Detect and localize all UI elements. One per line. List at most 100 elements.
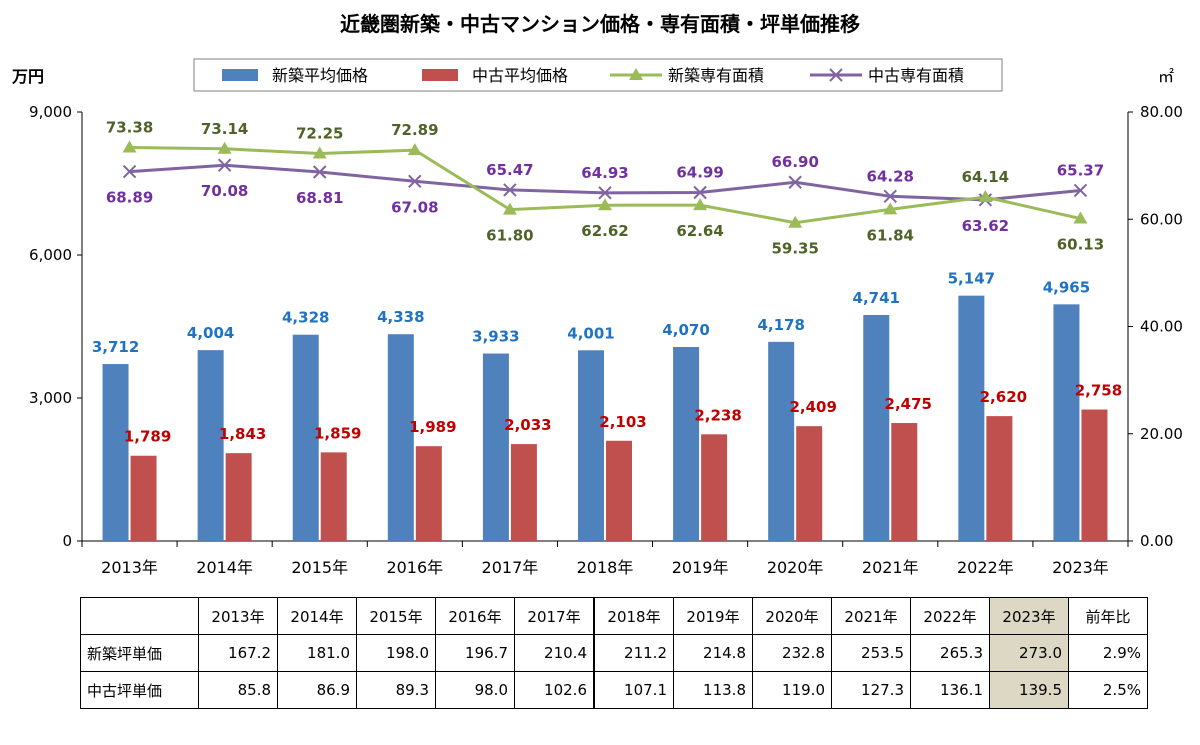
table-yoy-header: 前年比 bbox=[1068, 597, 1148, 635]
table-year-cell: 2015年 bbox=[356, 597, 436, 635]
table-cell: 127.3 bbox=[831, 671, 911, 709]
table-cell: 253.5 bbox=[831, 634, 911, 672]
marker-used-area bbox=[598, 186, 612, 200]
marker-new-area bbox=[407, 143, 422, 156]
table-row-label: 新築坪単価 bbox=[80, 634, 199, 672]
line-new-area-label: 60.13 bbox=[1057, 236, 1104, 254]
table-cell: 107.1 bbox=[593, 671, 674, 709]
bar-new-price bbox=[292, 334, 319, 541]
right-axis-tick-label: 20.00 bbox=[1140, 425, 1183, 443]
x-axis-category-label: 2019年 bbox=[672, 558, 729, 577]
bar-used-price bbox=[891, 423, 918, 541]
x-axis-category-label: 2020年 bbox=[767, 558, 824, 577]
table-year-cell: 2020年 bbox=[752, 597, 832, 635]
marker-used-area bbox=[122, 164, 137, 179]
x-axis-category-label: 2016年 bbox=[386, 558, 443, 577]
table-cell-current: 139.5 bbox=[989, 671, 1069, 709]
table-cell: 102.6 bbox=[514, 671, 595, 709]
legend-swatch-bar bbox=[422, 69, 458, 81]
line-used-area-label: 64.99 bbox=[676, 163, 723, 181]
bar-new-price-label: 3,933 bbox=[472, 328, 519, 346]
table-year-cell: 2019年 bbox=[673, 597, 753, 635]
line-used-area-label: 68.89 bbox=[106, 189, 153, 207]
table-year-cell: 2013年 bbox=[198, 597, 278, 635]
bar-new-price bbox=[482, 353, 509, 541]
bar-used-price bbox=[510, 444, 537, 541]
bar-used-price bbox=[320, 452, 347, 541]
marker-used-area bbox=[788, 175, 802, 189]
bar-used-price bbox=[701, 434, 728, 541]
left-axis-tick-label: 0 bbox=[62, 532, 72, 550]
table-cell: 98.0 bbox=[435, 671, 515, 709]
bar-used-price-label: 1,843 bbox=[219, 425, 266, 443]
marker-new-area bbox=[217, 141, 232, 154]
bar-new-price-label: 4,741 bbox=[853, 289, 900, 307]
x-axis-category-label: 2022年 bbox=[957, 558, 1014, 577]
table-yoy-cell: 2.9% bbox=[1068, 634, 1148, 672]
bar-used-price-label: 2,238 bbox=[694, 406, 741, 424]
table-corner-cell bbox=[80, 597, 199, 635]
bar-used-price bbox=[796, 426, 823, 541]
marker-new-area bbox=[788, 215, 803, 228]
table-cell: 136.1 bbox=[910, 671, 990, 709]
line-used-area-label: 68.81 bbox=[296, 189, 343, 207]
line-new-area-label: 64.14 bbox=[962, 168, 1009, 186]
bar-new-price bbox=[1053, 304, 1080, 541]
bar-new-price-label: 4,178 bbox=[757, 316, 804, 334]
bar-used-price-label: 2,475 bbox=[885, 395, 932, 413]
marker-used-area bbox=[313, 165, 327, 179]
table-year-cell: 2016年 bbox=[435, 597, 515, 635]
bar-used-price bbox=[986, 416, 1013, 541]
x-axis-category-label: 2014年 bbox=[196, 558, 253, 577]
bar-used-price-label: 2,409 bbox=[789, 398, 836, 416]
bar-new-price-label: 5,147 bbox=[948, 270, 995, 288]
table-cell: 211.2 bbox=[593, 634, 674, 672]
bar-used-price bbox=[225, 453, 252, 541]
bar-new-price bbox=[768, 341, 795, 541]
x-axis-category-label: 2015年 bbox=[291, 558, 348, 577]
line-new-area-label: 59.35 bbox=[771, 240, 818, 258]
bar-used-price bbox=[415, 446, 442, 541]
table-header-row: 2013年 2014年 2015年 2016年 2017年 2018年 2019… bbox=[80, 597, 1148, 635]
table-cell: 214.8 bbox=[673, 634, 753, 672]
bar-new-price-label: 4,965 bbox=[1043, 278, 1090, 296]
right-axis-tick-label: 40.00 bbox=[1140, 318, 1183, 336]
left-axis-unit-label: 万円 bbox=[11, 67, 44, 86]
bar-new-price bbox=[102, 364, 129, 541]
line-new-area-label: 72.89 bbox=[391, 121, 438, 139]
table-cell: 196.7 bbox=[435, 634, 515, 672]
marker-used-area bbox=[217, 158, 232, 172]
line-new-area-label: 61.84 bbox=[867, 226, 914, 244]
line-used-area-label: 64.93 bbox=[581, 164, 628, 182]
table-year-cell: 2017年 bbox=[514, 597, 595, 635]
bar-new-price-label: 4,338 bbox=[377, 308, 424, 326]
legend-swatch-bar bbox=[222, 69, 258, 81]
marker-new-area bbox=[122, 140, 137, 153]
legend-label: 新築専有面積 bbox=[668, 66, 764, 85]
bar-used-price-label: 2,758 bbox=[1075, 382, 1122, 400]
table-row-new: 新築坪単価 167.2 181.0 198.0 196.7 210.4 211.… bbox=[80, 634, 1148, 672]
legend-label: 新築平均価格 bbox=[272, 66, 368, 85]
line-used-area-label: 65.37 bbox=[1057, 161, 1104, 179]
table-cell-current: 273.0 bbox=[989, 634, 1069, 672]
chart-title: 近畿圏新築・中古マンション価格・専有面積・坪単価推移 bbox=[340, 12, 860, 36]
chart: 0 3,000 6,000 9,000 0.00 20.00 40.00 60.00 80.00… bbox=[11, 58, 1183, 577]
marker-used-area bbox=[503, 183, 517, 197]
line-used-area-label: 65.47 bbox=[486, 161, 533, 179]
line-used-area-label: 67.08 bbox=[391, 198, 438, 216]
bar-new-price bbox=[578, 350, 604, 541]
x-axis-category-label: 2013年 bbox=[101, 558, 158, 577]
line-new-area-label: 62.62 bbox=[581, 222, 628, 240]
legend-label: 中古専有面積 bbox=[868, 66, 964, 85]
bar-new-price bbox=[197, 350, 224, 541]
bar-used-price-label: 1,789 bbox=[124, 428, 171, 446]
table-row-used: 中古坪単価 85.8 86.9 89.3 98.0 102.6 107.1 11… bbox=[80, 671, 1148, 709]
marker-used-area bbox=[1073, 183, 1088, 198]
left-axis-tick-label: 9,000 bbox=[29, 103, 72, 121]
x-axis-category-label: 2021年 bbox=[862, 558, 919, 577]
unit-price-table: 2013年 2014年 2015年 2016年 2017年 2018年 2019… bbox=[80, 597, 1148, 709]
bar-new-price-label: 4,070 bbox=[662, 321, 709, 339]
table-cell: 86.9 bbox=[277, 671, 357, 709]
table-year-cell-current: 2023年 bbox=[989, 597, 1069, 635]
bar-used-price bbox=[130, 455, 157, 541]
